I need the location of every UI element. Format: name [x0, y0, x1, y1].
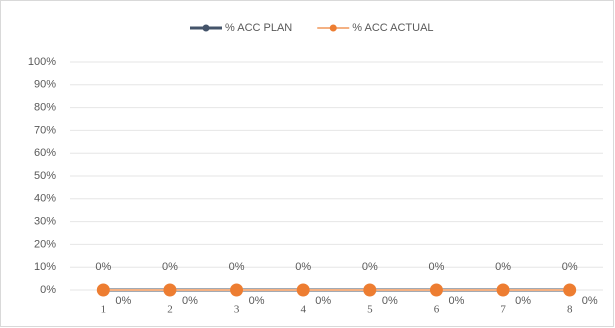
data-label: 0% [562, 261, 578, 273]
data-label: 0% [162, 261, 178, 273]
data-label: 0% [249, 295, 265, 307]
point-marker [163, 283, 177, 297]
point-marker [96, 283, 110, 297]
y-tick-label: 60% [34, 147, 56, 159]
legend-marker [202, 24, 210, 32]
point-marker [230, 283, 244, 297]
y-tick-label: 70% [34, 124, 56, 136]
y-tick-label: 40% [34, 193, 56, 205]
y-tick-label: 10% [34, 261, 56, 273]
data-label: 0% [448, 295, 464, 307]
data-label: 0% [362, 261, 378, 273]
x-tick-label: 2 [167, 304, 173, 316]
data-label: 0% [428, 261, 444, 273]
y-tick-label: 50% [34, 170, 56, 182]
x-tick-label: 6 [434, 304, 440, 316]
x-tick-label: 8 [567, 304, 573, 316]
x-tick-label: 1 [101, 304, 107, 316]
y-tick-label: 30% [34, 216, 56, 228]
y-tick-label: 20% [34, 238, 56, 250]
legend-label: % ACC PLAN [225, 22, 292, 34]
data-label: 0% [315, 295, 331, 307]
data-label: 0% [95, 261, 111, 273]
data-label: 0% [495, 261, 511, 273]
y-tick-label: 80% [34, 102, 56, 114]
x-tick-label: 3 [234, 304, 240, 316]
legend-marker [329, 24, 337, 32]
point-marker [563, 283, 577, 297]
data-label: 0% [115, 295, 131, 307]
point-marker [363, 283, 377, 297]
data-label: 0% [382, 295, 398, 307]
y-tick-label: 100% [28, 56, 56, 68]
x-tick-label: 7 [500, 304, 506, 316]
data-label: 0% [229, 261, 245, 273]
point-marker [429, 283, 443, 297]
data-label: 0% [582, 295, 598, 307]
data-label: 0% [295, 261, 311, 273]
x-tick-label: 4 [300, 304, 306, 316]
data-label: 0% [182, 295, 198, 307]
y-tick-label: 90% [34, 79, 56, 91]
legend-label: % ACC ACTUAL [352, 22, 433, 34]
point-marker [496, 283, 510, 297]
y-tick-label: 0% [40, 284, 56, 296]
data-label: 0% [515, 295, 531, 307]
point-marker [296, 283, 310, 297]
x-tick-label: 5 [367, 304, 373, 316]
